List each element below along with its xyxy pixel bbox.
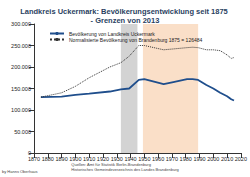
svg-text:1960: 1960 (152, 156, 164, 162)
svg-text:1880: 1880 (42, 156, 54, 162)
svg-text:Quellen: Amt für Statistik Ber: Quellen: Amt für Statistik Berlin-Brande… (71, 162, 151, 167)
svg-text:Bevölkerung von Landkreis Ucke: Bevölkerung von Landkreis Uckermark (69, 30, 155, 37)
svg-text:150.000: 150.000 (11, 86, 31, 92)
svg-text:Landkreis Uckermark: Bevölkeru: Landkreis Uckermark: Bevölkerungsentwick… (20, 7, 230, 16)
svg-text:Historisches Gemeindeverzeichn: Historisches Gemeindeverzeichnis des Lan… (71, 167, 178, 172)
svg-text:1990: 1990 (193, 156, 205, 162)
svg-text:1870: 1870 (28, 156, 40, 162)
svg-text:1940: 1940 (124, 156, 136, 162)
svg-text:1900: 1900 (69, 156, 81, 162)
svg-text:1930: 1930 (111, 156, 123, 162)
svg-text:1950: 1950 (138, 156, 150, 162)
svg-text:by Hanns Oberhaus: by Hanns Oberhaus (2, 169, 38, 174)
svg-text:1980: 1980 (180, 156, 192, 162)
svg-text:1910: 1910 (83, 156, 95, 162)
svg-text:200.000: 200.000 (11, 64, 31, 70)
svg-text:0: 0 (27, 150, 31, 156)
svg-text:Normalisierte Bevölkerung von: Normalisierte Bevölkerung von Brandenbur… (69, 37, 203, 43)
svg-text:- Grenzen von 2013: - Grenzen von 2013 (91, 16, 160, 25)
svg-text:300.000: 300.000 (11, 21, 31, 27)
svg-text:1920: 1920 (97, 156, 109, 162)
svg-text:2010: 2010 (221, 156, 233, 162)
svg-text:100.000: 100.000 (11, 107, 31, 113)
svg-text:1890: 1890 (55, 156, 67, 162)
svg-text:2000: 2000 (207, 156, 219, 162)
svg-text:1970: 1970 (166, 156, 178, 162)
svg-text:2020: 2020 (235, 156, 247, 162)
svg-text:50.000: 50.000 (14, 129, 31, 135)
svg-text:250.000: 250.000 (11, 43, 31, 49)
